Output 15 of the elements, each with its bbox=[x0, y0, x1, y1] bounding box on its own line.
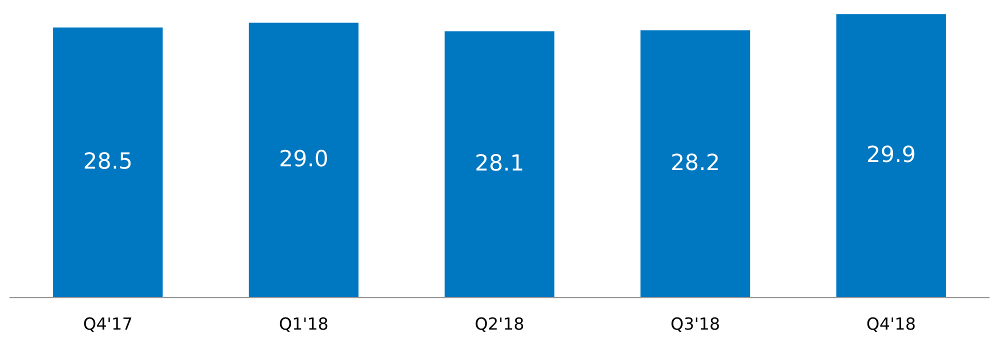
x-tick-label: Q4'18 bbox=[867, 317, 915, 332]
x-tick-label: Q4'17 bbox=[84, 317, 132, 332]
x-tick-label: Q2'18 bbox=[476, 317, 524, 332]
data-label: 29.9 bbox=[868, 146, 914, 162]
data-label: 28.1 bbox=[476, 154, 522, 171]
x-tick-label: Q1'18 bbox=[280, 317, 328, 332]
data-label: 28.2 bbox=[672, 154, 718, 170]
data-label: 29.0 bbox=[280, 150, 327, 167]
bar bbox=[248, 22, 359, 298]
data-label: 28.5 bbox=[84, 152, 131, 169]
bar bbox=[444, 31, 554, 298]
bar bbox=[836, 14, 946, 298]
x-tick-label: Q3'18 bbox=[671, 317, 719, 332]
bar bbox=[53, 27, 163, 298]
bar bbox=[640, 30, 750, 298]
